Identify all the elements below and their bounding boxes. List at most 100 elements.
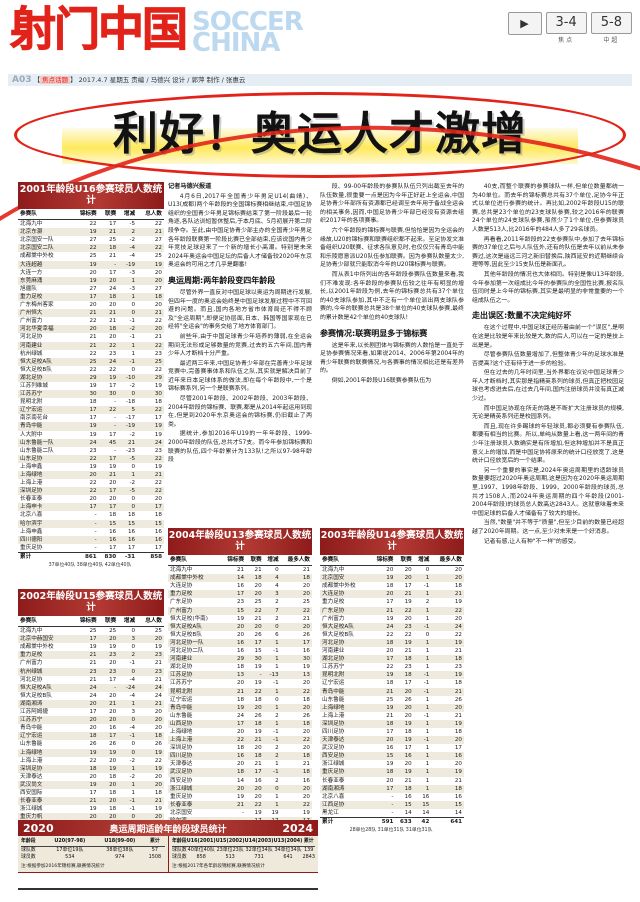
cell-value: 20 <box>236 785 245 792</box>
cell-value: 4 <box>275 575 279 582</box>
cell-team-name: 江苏列维城 <box>20 382 48 389</box>
cell-value: 17 <box>404 680 412 687</box>
cell-team-name: 浙江绿城 <box>20 806 43 813</box>
cell-value: 27 <box>154 285 162 292</box>
cell-value: 20 <box>89 725 97 732</box>
cell-value: 17 <box>89 709 97 716</box>
nav-pages-5-8[interactable]: 5-8 中超 <box>590 12 632 44</box>
olympic-cell: 858 <box>196 854 206 861</box>
cell-value: 21 <box>386 607 394 614</box>
olympic-col-header: U16(2001) <box>186 838 216 847</box>
nav-pages-3-4-label[interactable]: 3-4 <box>545 12 587 34</box>
cell-value: 0 <box>131 668 136 675</box>
olympic-cell: 34单位34队 <box>274 846 302 853</box>
cell-value: 19 <box>254 809 262 816</box>
cell-value: 29 <box>154 374 162 381</box>
cell-team-name: 恒大足校A队 <box>170 623 202 630</box>
cell-team-name: 恒大足校(华南) <box>170 615 208 622</box>
article-column-1: 记者马德兴报道 4月6日,2017年全国青少年男足U14(曲靖)、U13(成都)… <box>168 183 312 466</box>
cell-value: 19 <box>454 599 462 606</box>
table-row: 重庆力帆 20 20 0 20 <box>18 813 164 822</box>
cell-value: 21 <box>154 700 162 707</box>
cell-value: 20 <box>454 737 462 744</box>
cell-team-name: 北京东灏 <box>20 229 43 236</box>
cell-value: - <box>391 809 394 816</box>
cell-value: 3 <box>275 591 279 598</box>
cell-value: 1 <box>131 789 136 796</box>
issue-info-bar: A03 【焦点话题】 2017.4.7 星期五 责编 / 马德兴 设计 / 郭萍… <box>8 74 632 86</box>
cell-value: 20 <box>302 745 310 752</box>
cell-value: 2 <box>131 652 136 659</box>
issue-weekday: 星期五 <box>109 76 130 84</box>
cell-value: 20 <box>89 496 97 503</box>
cell-value: 20 <box>109 814 117 821</box>
cell-value: 29 <box>236 656 245 663</box>
cell-value: 17 <box>89 636 97 643</box>
cell-team-name: 河北足协一队 <box>170 639 204 646</box>
table-2001-foot: 累计 861 830 -31 858 37单位40队 38单位40队 42单位40队 <box>18 551 164 570</box>
table-row: 青岛中能 20 16 -4 20 <box>18 724 164 732</box>
cell-team-name: 西安足协 <box>170 777 193 784</box>
cell-team-name: 河南建业 <box>20 342 43 349</box>
cell-value: 20 <box>109 781 117 788</box>
cell-value: 18 <box>109 245 117 252</box>
cell-value: -1 <box>273 728 279 735</box>
cell-value: 1 <box>425 753 430 760</box>
cell-value: 18 <box>154 512 162 519</box>
cell-value: -1 <box>273 769 279 776</box>
cell-value: 19 <box>236 615 245 622</box>
page-number: A03 <box>12 75 32 85</box>
cell-team-name: 湖南湘涛 <box>322 785 345 792</box>
table-row: 山东鲁能二队 23 - -23 23 <box>18 447 164 455</box>
cell-value: 20 <box>89 326 97 333</box>
table-row: 深圳足协 22 17 -5 22 <box>18 487 164 496</box>
cell-value: 22 <box>454 631 462 638</box>
cell-value: 1 <box>425 745 430 752</box>
table-row: 青岛中能 19 20 1 20 <box>168 703 312 712</box>
cell-value: 19 <box>254 664 262 671</box>
cell-team-name: 北京国安一队 <box>20 237 54 244</box>
table-row: 大连足协 16 20 4 20 <box>168 582 312 590</box>
page-navigation[interactable]: ▶ 3-4 焦点 5-8 中超 <box>507 12 632 44</box>
cell-value: 22 <box>89 350 97 357</box>
cell-value: 16 <box>236 753 245 760</box>
cell-value: 21 <box>154 660 162 667</box>
nav-pages-5-8-label[interactable]: 5-8 <box>590 12 632 34</box>
cell-total: -31 <box>118 551 138 562</box>
cell-value: 19 <box>254 680 262 687</box>
cell-value: 20 <box>109 636 117 643</box>
cell-value: 6 <box>275 631 279 638</box>
cell-value: 25 <box>89 628 97 635</box>
cell-value: 21 <box>127 439 136 446</box>
play-icon[interactable]: ▶ <box>507 12 542 35</box>
olympic-row: 球员数 858 513 731 641 2843 <box>172 854 315 861</box>
cell-value: 3 <box>131 636 136 643</box>
cell-value: 26 <box>302 631 310 638</box>
cell-value: 1 <box>275 761 279 768</box>
table-row: 杭州绿城 23 23 0 23 <box>18 667 164 676</box>
cell-team-name: 重力足校 <box>20 652 43 659</box>
cell-team-name: 大连足协 <box>170 583 193 590</box>
cell-team-name: 浙江绿城 <box>170 785 193 792</box>
olympic-col-header: 年龄段 <box>172 838 187 847</box>
article-subheading-2: 参赛情况:联赛明显多于锦标赛 <box>320 328 428 338</box>
cell-value: 1 <box>131 277 136 284</box>
cell-value: -5 <box>129 488 136 495</box>
cell-team-name: 山东鲁能二队 <box>20 447 54 454</box>
cell-team-name: 重力足校 <box>20 293 43 300</box>
cell-team-name: 天津泰达 <box>170 761 193 768</box>
cell-team-name: 江苏阿姆捷 <box>20 709 48 716</box>
cell-value: 16 <box>454 753 462 760</box>
cell-value: 18 <box>154 789 162 796</box>
table-2002-body: 北海九中 25 25 0 25 北京中赫国安 17 20 3 20 成都棠中外校 19 19 0 19 重力足… <box>18 627 164 855</box>
article-byline: 记者马德兴报道 <box>168 183 212 190</box>
cell-value: 19 <box>236 704 245 711</box>
cell-value: -10 <box>125 374 136 381</box>
cell-value: 20 <box>109 757 117 764</box>
cell-value: 19 <box>89 261 97 268</box>
table-note-row: 28单位28队 31单位31队 31单位31队 <box>320 826 464 835</box>
nav-pages-3-4[interactable]: 3-4 焦点 <box>545 12 587 44</box>
table-row: 重力足校 17 20 3 20 <box>168 590 312 599</box>
cell-team-name: 四川足协 <box>170 753 193 760</box>
olympic-cell: 731 <box>254 854 264 861</box>
